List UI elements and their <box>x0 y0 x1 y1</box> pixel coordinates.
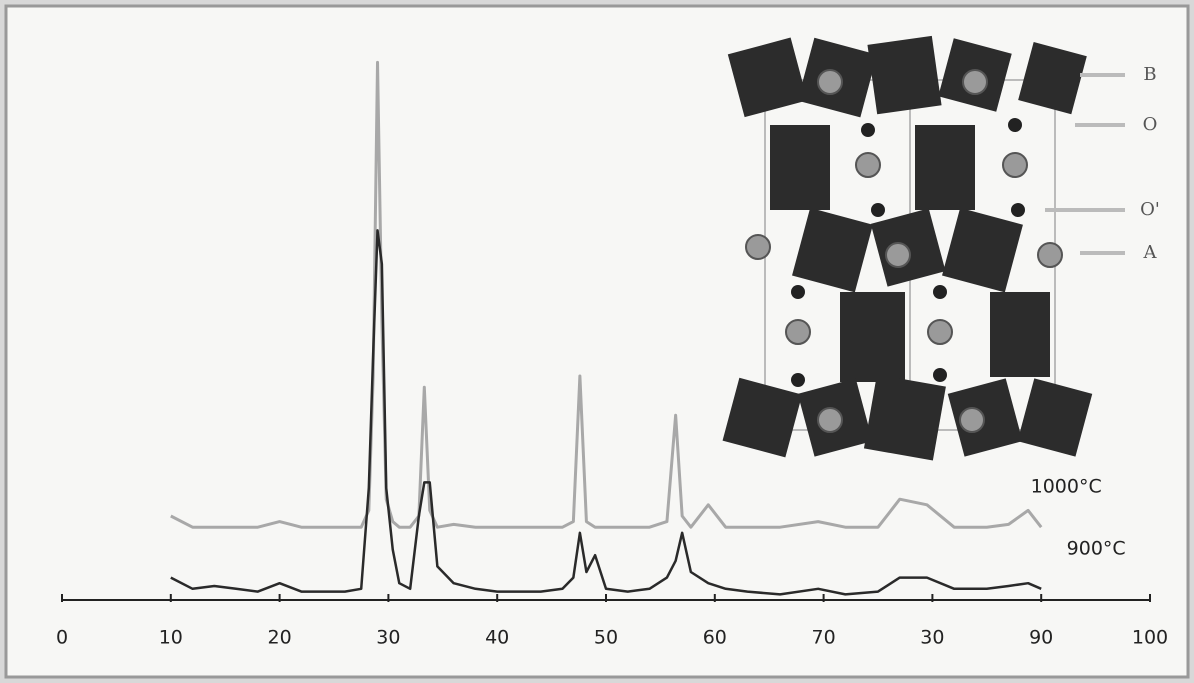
x-tick-label: 0 <box>56 627 68 649</box>
x-tick-label: 60 <box>703 627 727 649</box>
series-label: 1000°C <box>1031 476 1102 498</box>
series-label: 900°C <box>1067 537 1126 559</box>
annotation: O <box>1143 114 1158 135</box>
annotation: B <box>1143 64 1156 85</box>
x-tick-label: 30 <box>920 627 944 649</box>
x-tick-label: 20 <box>268 627 292 649</box>
x-tick-label: 40 <box>485 627 509 649</box>
x-tick-label: 10 <box>159 627 183 649</box>
annotation: A <box>1143 242 1158 263</box>
annotation: O' <box>1140 199 1160 220</box>
x-tick-label: 90 <box>1029 627 1053 649</box>
x-tick-label: 50 <box>594 627 618 649</box>
page: 01020304050607030901001000°C900°CBOO'A (… <box>0 0 1194 683</box>
chart: 0 10 20 30 40 50 60 70 30 90 100 1000°C 900°C B O O' A <box>0 0 1194 683</box>
x-tick-label: 70 <box>812 627 836 649</box>
x-tick-label: 100 <box>1132 627 1168 649</box>
x-tick-label: 30 <box>376 627 400 649</box>
